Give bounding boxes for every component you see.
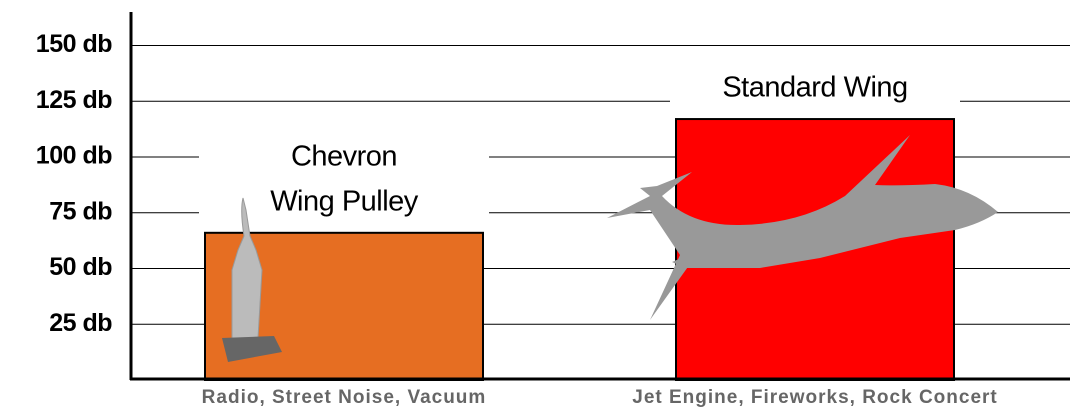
x-tick-label: Radio, Street Noise, Vacuum	[202, 387, 487, 408]
y-tick-label: 75 db	[49, 197, 112, 225]
y-tick-label: 100 db	[36, 142, 112, 170]
bar-label: Chevron	[291, 140, 397, 172]
y-tick-label: 25 db	[49, 309, 112, 337]
chart: 25 db 50 db 75 db 100 db 125 db 150 db Radio, …	[0, 0, 1070, 415]
y-tick-label: 125 db	[36, 86, 112, 114]
y-tick-label: 50 db	[49, 253, 112, 281]
y-tick-label: 150 db	[36, 30, 112, 58]
x-tick-label: Jet Engine, Fireworks, Rock Concert	[632, 387, 997, 408]
bar-label: Standard Wing	[722, 72, 907, 104]
bar-label: Wing Pulley	[270, 185, 419, 217]
